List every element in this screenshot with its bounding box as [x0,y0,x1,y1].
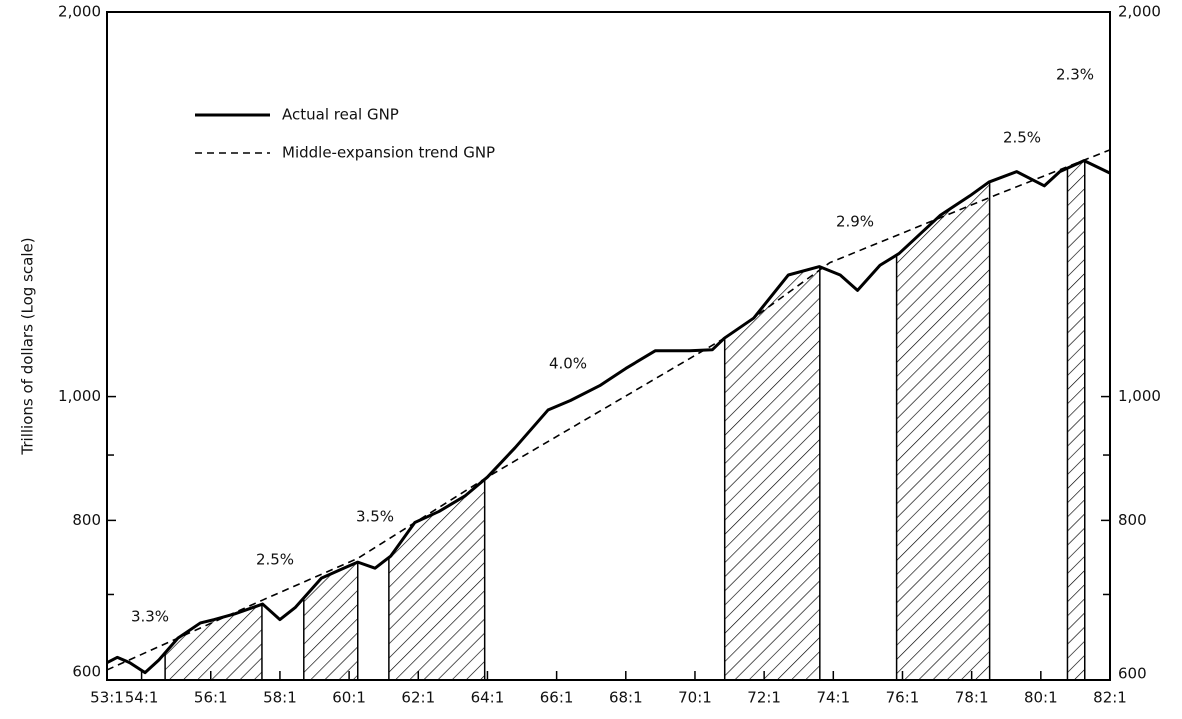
y2-tick-label: 2,000 [1118,3,1161,21]
y-tick-label: 2,000 [58,3,101,21]
shaded-period [895,160,991,680]
x-tick-label: 53:1 [90,689,124,707]
x-tick-label: 68:1 [609,689,643,707]
shaded-period [723,160,821,680]
shaded-period [388,160,486,680]
shaded-period [164,160,263,680]
x-tick-label: 62:1 [401,689,435,707]
legend-label: Middle-expansion trend GNP [282,144,495,162]
x-tick-label: 60:1 [332,689,366,707]
annotation: 3.5% [356,508,394,526]
legend-label: Actual real GNP [282,106,399,124]
annotation: 2.9% [836,213,874,231]
series-line [106,149,1111,671]
x-tick-label: 72:1 [747,689,781,707]
y2-tick-label: 600 [1118,665,1147,683]
x-tick-label: 70:1 [678,689,712,707]
annotation: 4.0% [549,355,587,373]
y2-tick-label: 1,000 [1118,387,1161,405]
x-tick-label: 58:1 [263,689,297,707]
x-tick-label: 82:1 [1093,689,1127,707]
y-tick-label: 800 [72,511,101,529]
x-tick-label: 80:1 [1024,689,1058,707]
y-tick-label: 600 [72,663,101,681]
y-axis-label: Trillions of dollars (Log scale) [19,237,37,455]
x-tick-label: 56:1 [194,689,228,707]
annotation: 2.5% [256,551,294,569]
x-tick-label: 66:1 [540,689,574,707]
shaded-period [1066,160,1086,680]
x-tick-label: 76:1 [886,689,920,707]
annotation: 2.5% [1003,129,1041,147]
y-tick-label: 1,000 [58,387,101,405]
x-tick-label: 78:1 [955,689,989,707]
x-tick-label: 74:1 [816,689,850,707]
x-tick-label: 64:1 [471,689,505,707]
annotation: 2.3% [1056,66,1094,84]
series-line [106,159,1111,675]
y2-tick-label: 800 [1118,511,1147,529]
plot-frame [106,11,1111,681]
annotation: 3.3% [131,608,169,626]
x-tick-label: 54:1 [125,689,159,707]
